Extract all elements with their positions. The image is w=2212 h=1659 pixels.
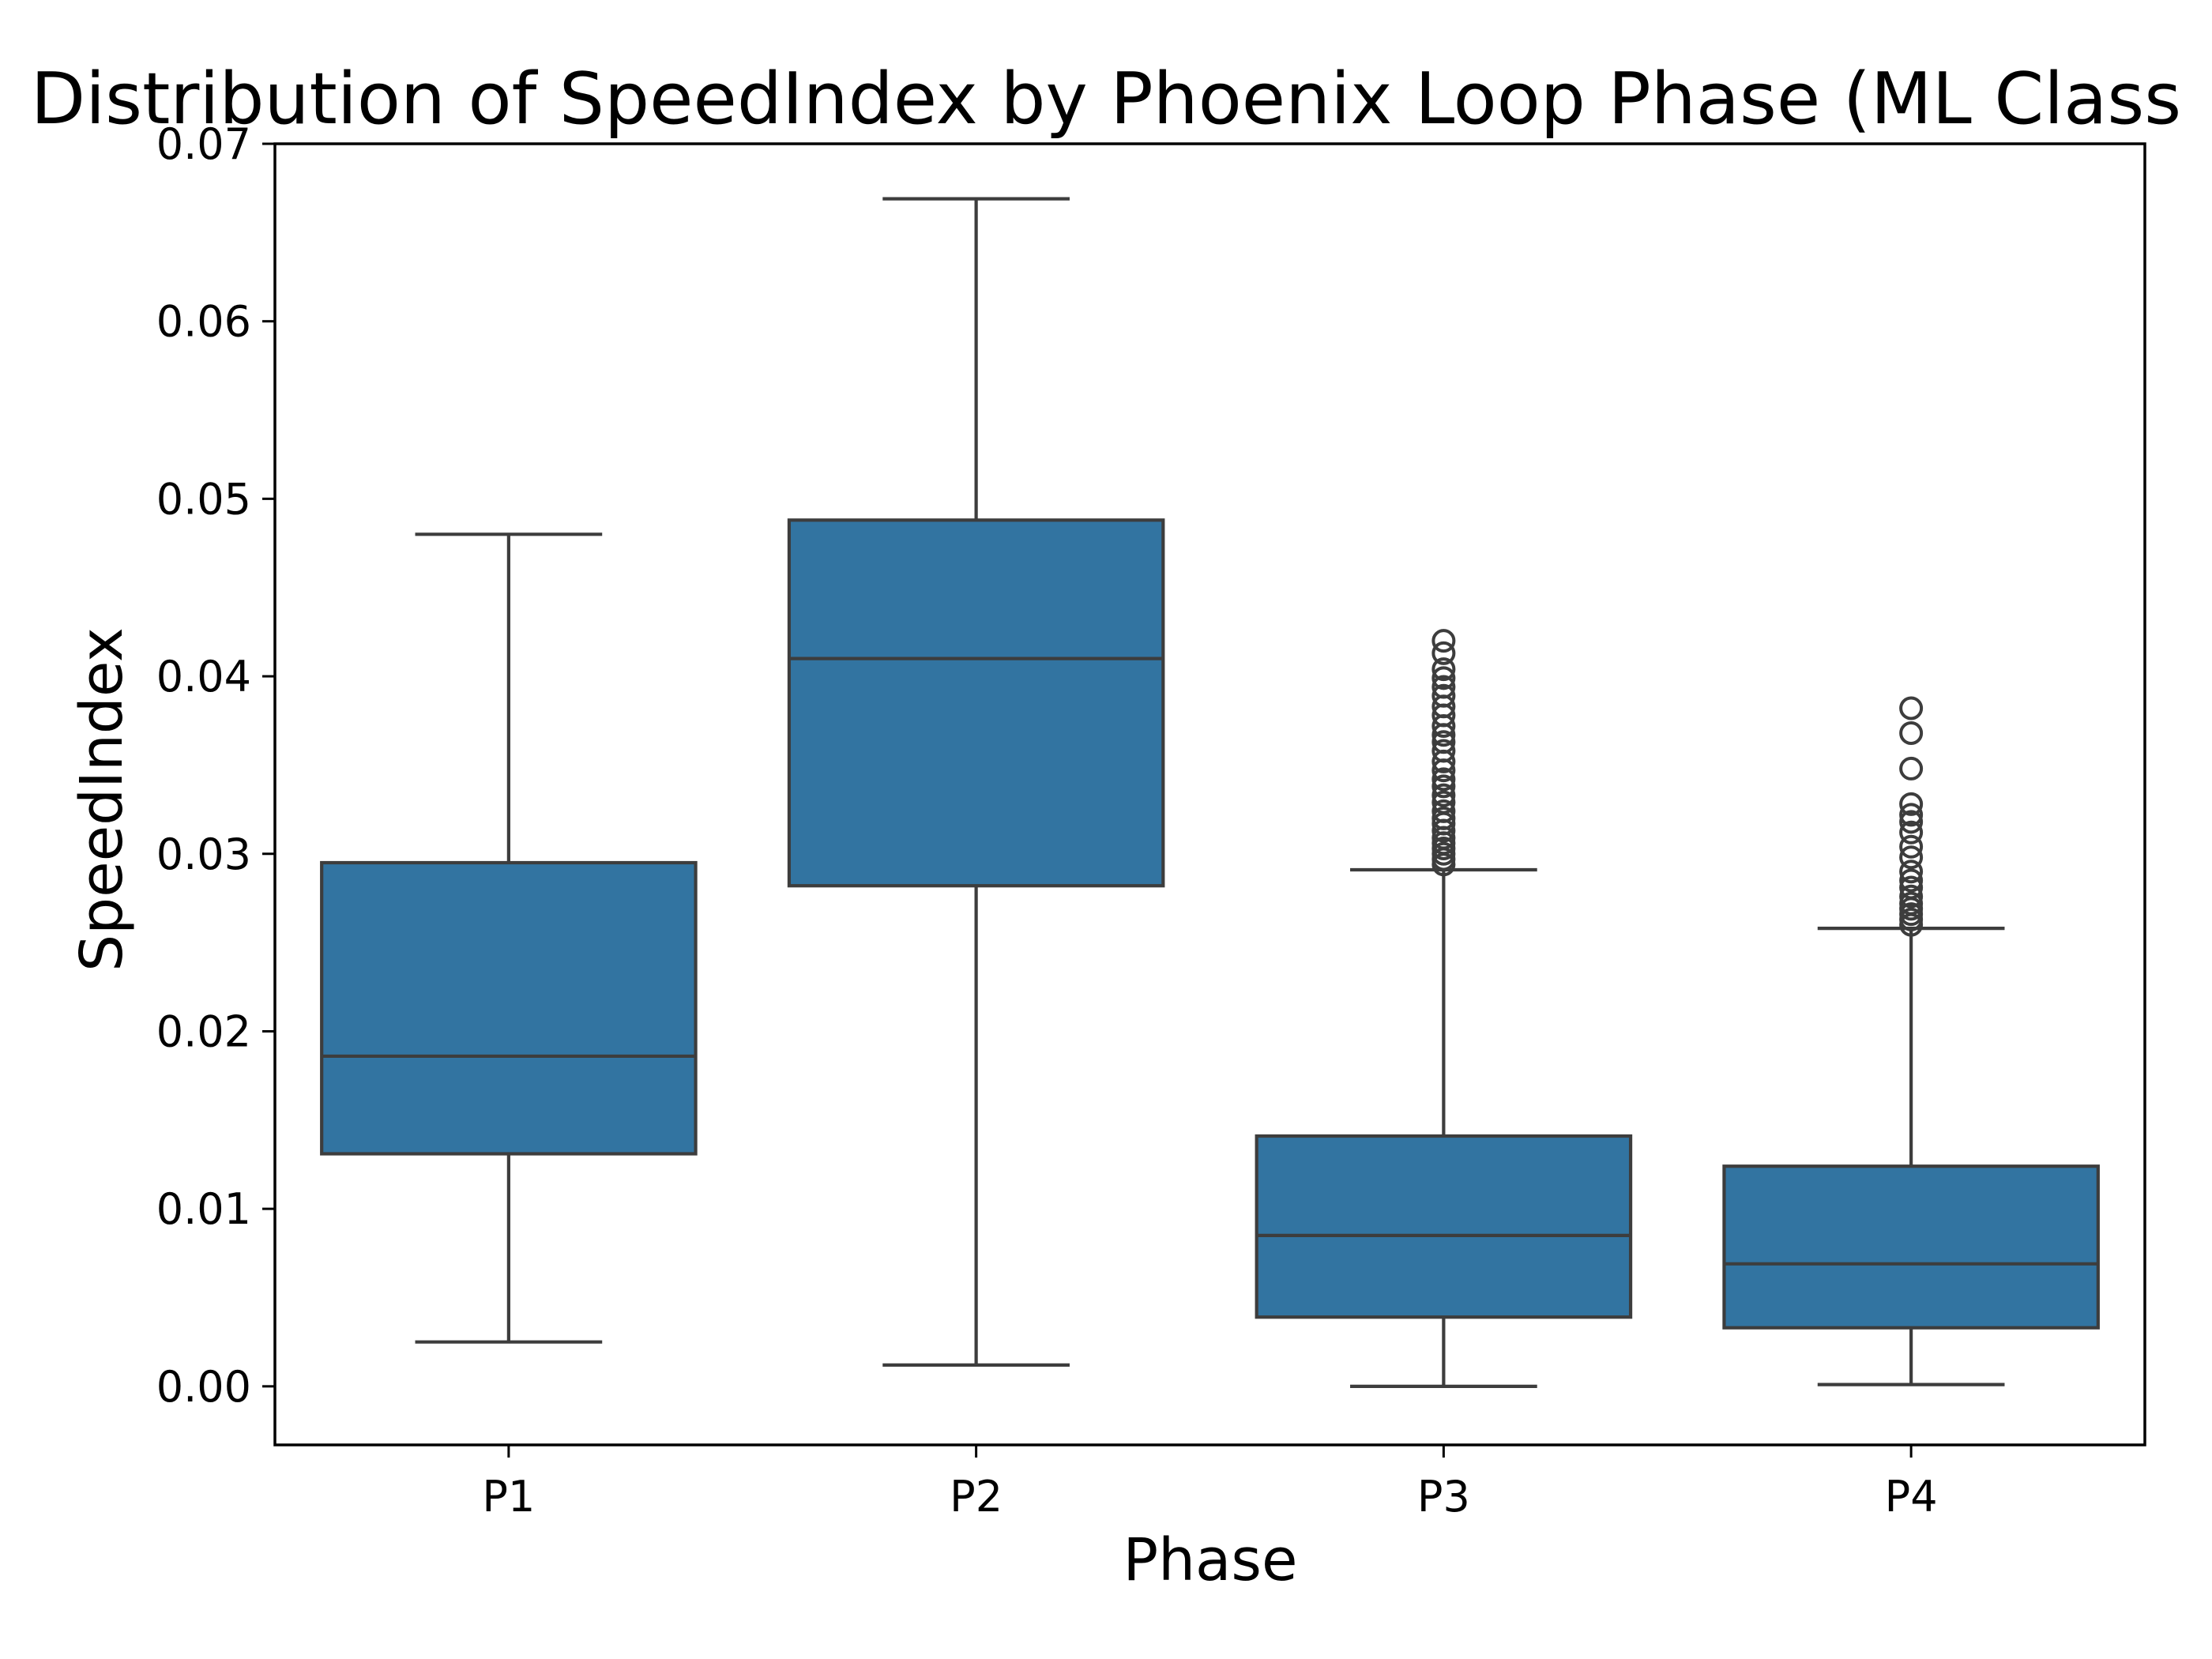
outlier-point: [1431, 790, 1456, 814]
outlier-point: [1431, 730, 1456, 754]
outlier-point: [1899, 803, 1924, 827]
x-axis: P1 P2 P3 P4: [482, 1445, 1938, 1522]
outlier-point: [1899, 875, 1924, 900]
outlier-point: [1899, 834, 1924, 859]
y-tick-label: 0.00: [156, 1362, 251, 1412]
outlier-point: [1431, 666, 1456, 690]
box-group-p4: [1722, 696, 2100, 1386]
outlier-point: [1431, 657, 1456, 682]
y-tick-label: 0.05: [156, 474, 251, 524]
x-tick-label: P1: [482, 1472, 535, 1522]
outlier-point: [1899, 860, 1924, 884]
outlier-point: [1431, 629, 1456, 653]
y-tick-label: 0.04: [156, 652, 251, 702]
y-axis-label: SpeedIndex: [68, 627, 136, 972]
iqr-box: [787, 518, 1165, 888]
outlier-point: [1431, 641, 1456, 665]
outlier-point: [1899, 820, 1924, 845]
outlier-point: [1899, 891, 1924, 916]
outlier-point: [1431, 783, 1456, 807]
outlier-point: [1899, 810, 1924, 834]
y-tick-label: 0.03: [156, 830, 251, 879]
y-tick-label: 0.07: [156, 119, 251, 169]
plot-frame: [273, 142, 2146, 1446]
outlier-point: [1431, 799, 1456, 823]
outlier-point: [1431, 739, 1456, 763]
outlier-point: [1431, 675, 1456, 699]
y-tick-label: 0.06: [156, 297, 251, 347]
y-tick-label: 0.01: [156, 1184, 251, 1234]
outlier-point: [1899, 696, 1924, 720]
box-group-p1: [320, 532, 698, 1344]
outlier-point: [1899, 756, 1924, 781]
outlier-point: [1431, 683, 1456, 708]
x-tick-label: P2: [950, 1472, 1003, 1522]
box-group-p2: [787, 197, 1165, 1367]
iqr-box: [1255, 1134, 1633, 1319]
outlier-point: [1431, 806, 1456, 830]
outlier-point: [1899, 868, 1924, 893]
y-tick-label: 0.02: [156, 1006, 251, 1056]
x-tick-label: P4: [1885, 1472, 1938, 1522]
x-tick-label: P3: [1417, 1472, 1470, 1522]
box-group-p3: [1255, 629, 1633, 1388]
plot-layer: [320, 197, 2100, 1388]
iqr-box: [1722, 1164, 2100, 1330]
x-axis-label: Phase: [1123, 1526, 1298, 1594]
outlier-point: [1899, 845, 1924, 870]
outlier-point: [1899, 792, 1924, 816]
chart-title: Distribution of SpeedIndex by Phoenix Lo…: [31, 58, 2181, 141]
outlier-point: [1899, 720, 1924, 745]
outlier-point: [1431, 767, 1456, 792]
y-axis: 0.00 0.01 0.02 0.03 0.04 0.05 0.06 0.07: [156, 119, 275, 1412]
iqr-box: [320, 860, 698, 1156]
outlier-point: [1899, 884, 1924, 908]
outlier-point: [1431, 774, 1456, 799]
